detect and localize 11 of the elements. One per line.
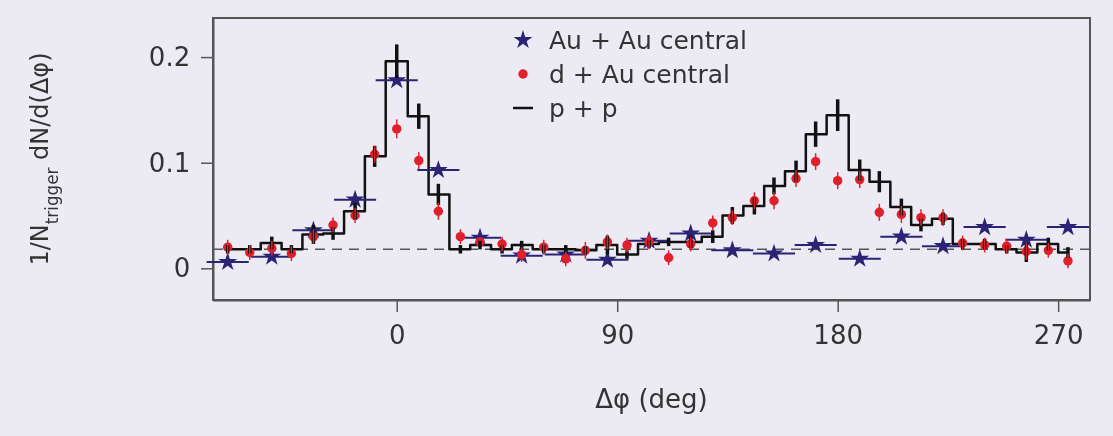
legend-label: p + p xyxy=(549,94,618,123)
y-tick-label: 0 xyxy=(173,253,191,284)
y-tick-label: 0.1 xyxy=(148,147,191,178)
legend-label: d + Au central xyxy=(549,60,730,89)
y-tick-label: 0.2 xyxy=(148,41,191,72)
x-axis-title: Δφ (deg) xyxy=(595,384,708,414)
x-tick-label: 0 xyxy=(388,319,406,350)
x-tick-label: 90 xyxy=(601,319,635,350)
x-tick-label: 180 xyxy=(813,319,863,350)
legend-label: Au + Au central xyxy=(549,26,747,55)
x-tick-label: 270 xyxy=(1033,319,1084,350)
